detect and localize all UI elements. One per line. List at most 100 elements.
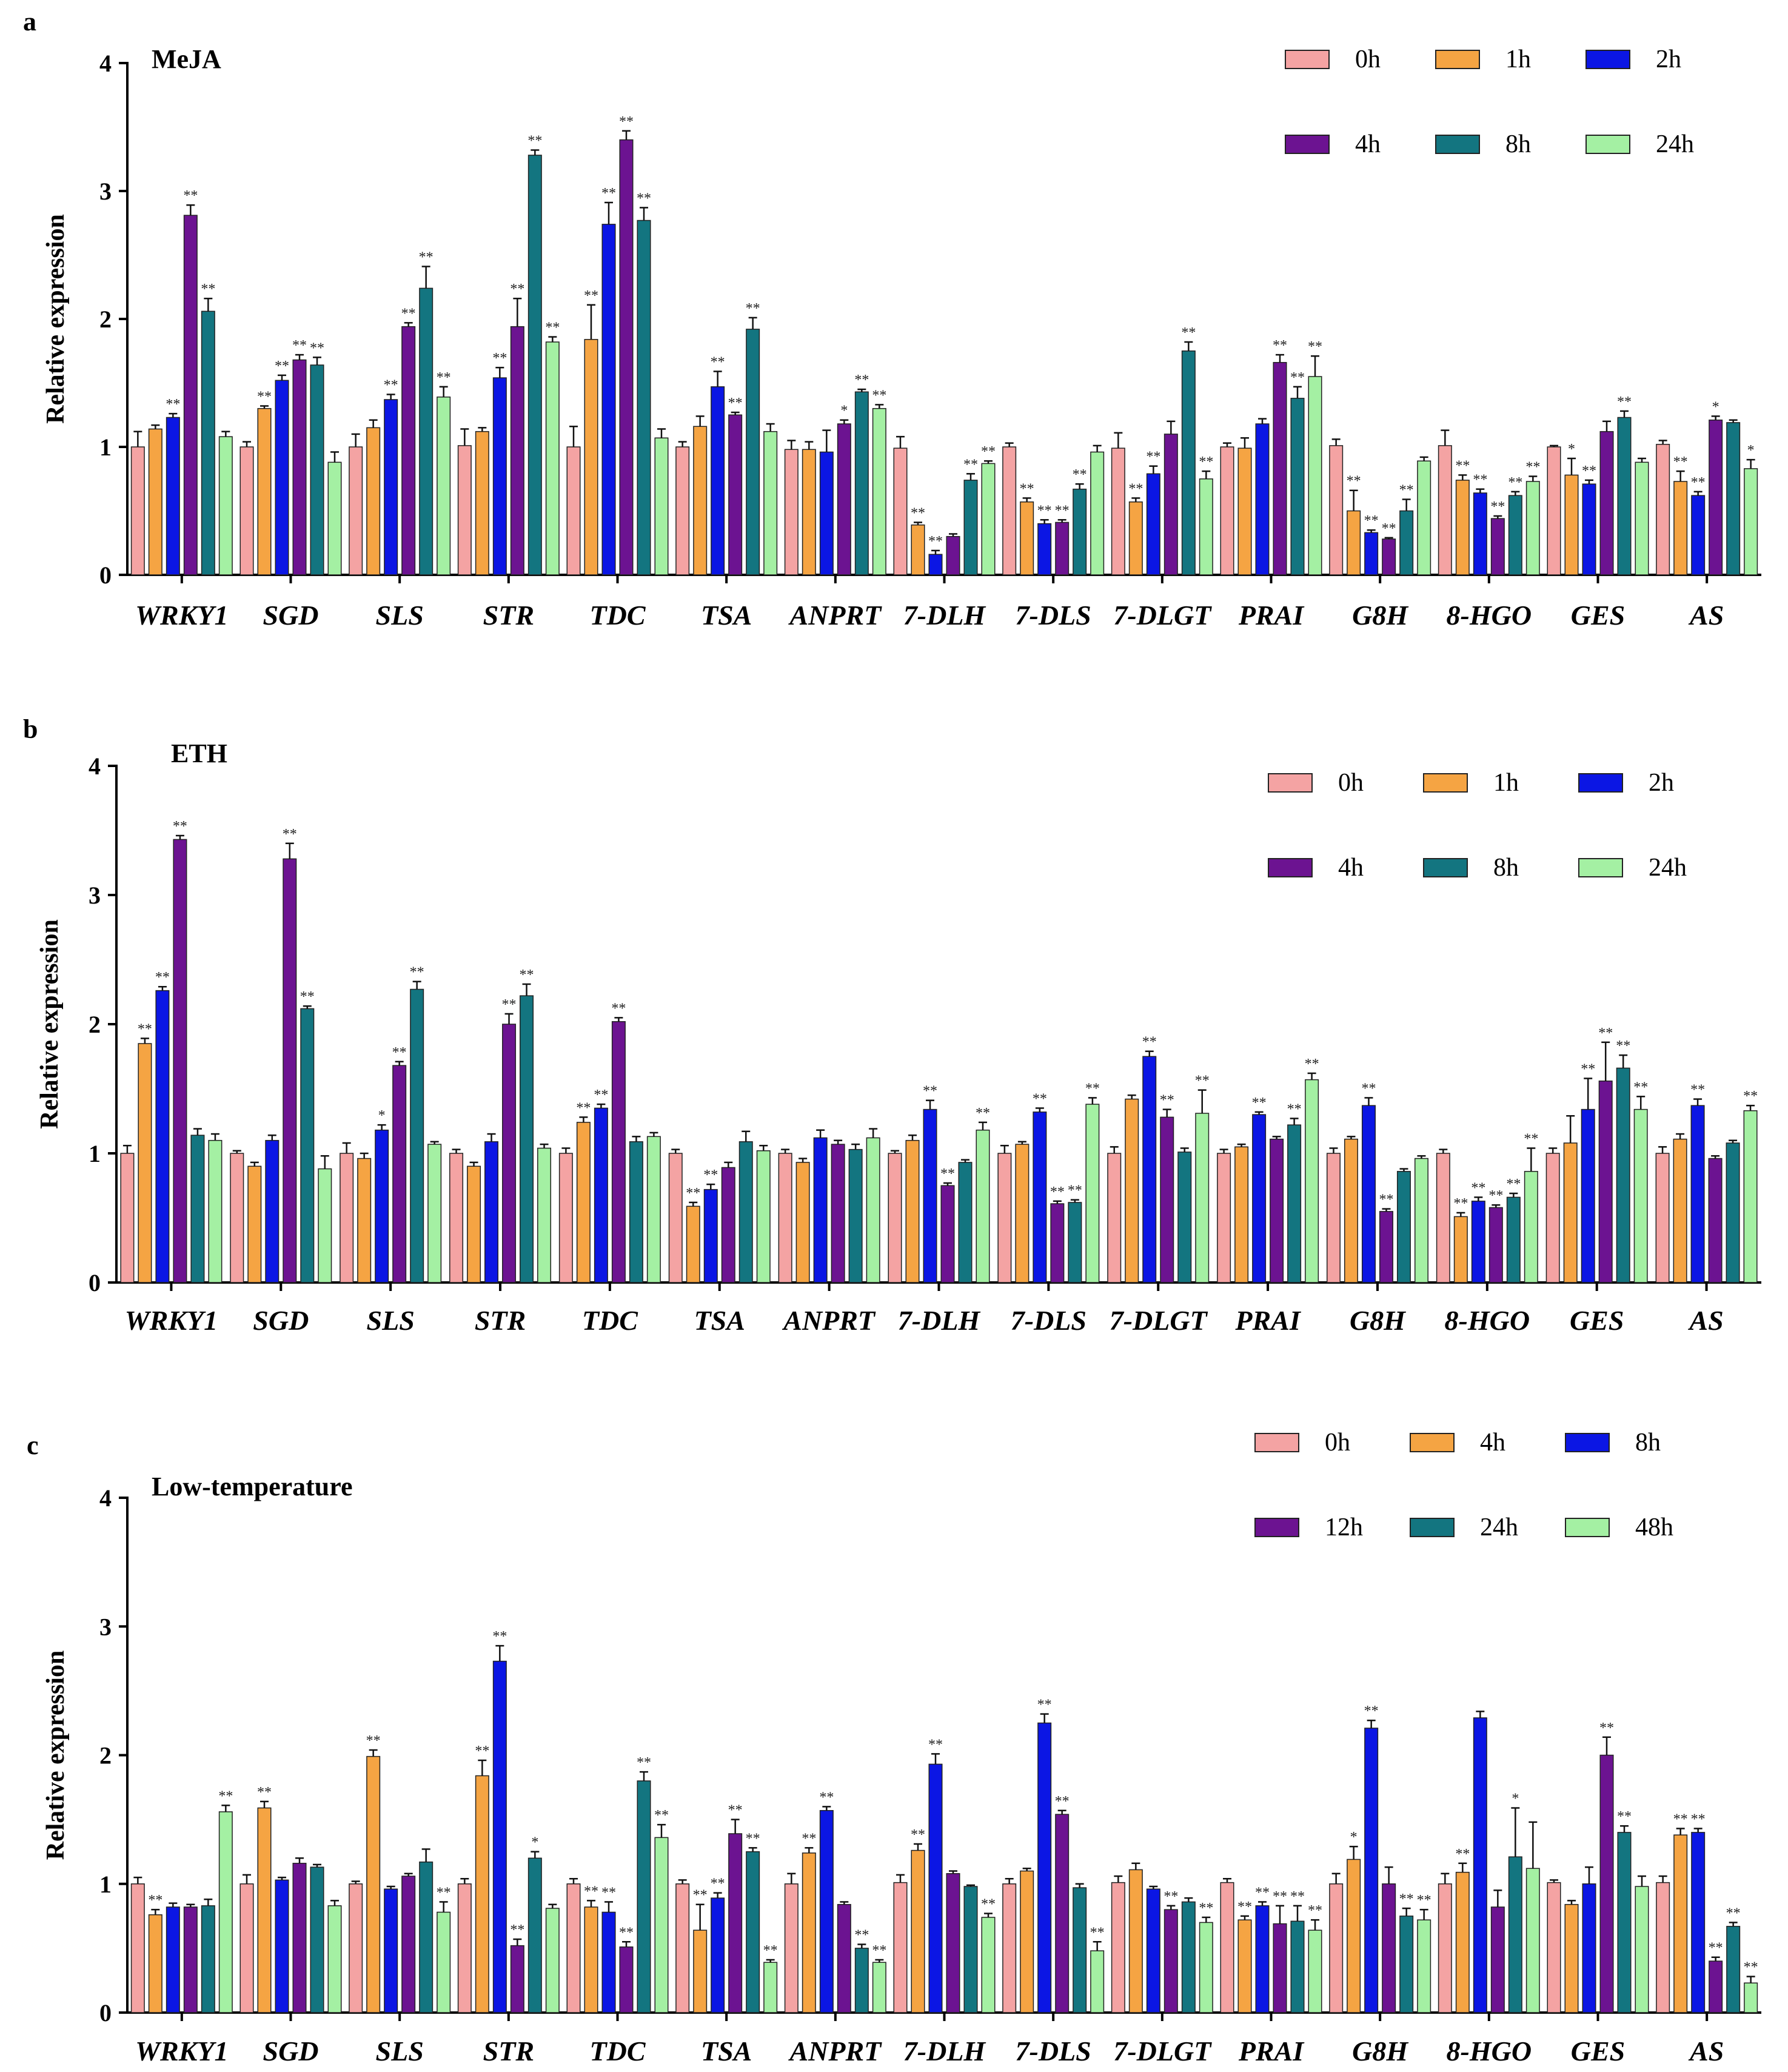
- significance-label: **: [1085, 1081, 1100, 1096]
- significance-label: **: [819, 1789, 834, 1805]
- significance-label: **: [601, 1885, 616, 1900]
- bar-tsa-8h: [738, 1141, 753, 1283]
- significance-label: **: [1473, 472, 1487, 488]
- bar-sls-4h: [392, 1065, 407, 1283]
- bar-7-dlh-24h: [981, 463, 996, 575]
- significance-label: **: [392, 1045, 407, 1061]
- significance-label: **: [693, 1888, 708, 1903]
- significance-label: **: [437, 370, 451, 386]
- x-tick-label-sls: SLS: [367, 1305, 415, 1336]
- bar-tsa-24h: [763, 431, 778, 575]
- x-tick-label-prai: PRAI: [1234, 1305, 1301, 1336]
- legend-label-48h: 48h: [1635, 1514, 1673, 1541]
- bar-wrky1-1h: [148, 428, 162, 575]
- bar-7-dlgt-24h: [1195, 1113, 1210, 1283]
- panel-c: c Low-temperature Relative expression 0 1 2 3 4…: [0, 1419, 1788, 2072]
- bar-7-dlh-0h: [888, 1153, 902, 1283]
- bar-8-hgo-4h: [1490, 518, 1505, 575]
- significance-label: **: [1020, 481, 1034, 497]
- bar-7-dlgt-4h: [1160, 1116, 1174, 1283]
- significance-label: **: [928, 534, 943, 549]
- x-tick-label-7-dlh: 7-DLH: [903, 2036, 986, 2067]
- x-tick-label-7-dls: 7-DLS: [1011, 1305, 1087, 1336]
- legend-swatch-12h: [1254, 1518, 1299, 1537]
- significance-label: **: [1399, 1891, 1414, 1907]
- legend-swatch-0h: [1254, 1433, 1299, 1452]
- bar-ges-24h: [1633, 1108, 1648, 1283]
- bar-7-dlgt-4h: [1164, 434, 1178, 575]
- chart-title: Low-temperature: [152, 1472, 353, 1501]
- bar-str-8h: [492, 1660, 507, 2013]
- bar-ges-48h: [1635, 1886, 1649, 2013]
- bar-7-dls-0h: [1002, 446, 1017, 575]
- bar-7-dlgt-48h: [1199, 1922, 1213, 2013]
- bar-7-dlh-24h: [963, 1886, 978, 2013]
- legend-swatch-4h: [1285, 135, 1330, 154]
- bar-7-dls-2h: [1033, 1111, 1047, 1283]
- x-tick-label-as: AS: [1687, 1305, 1723, 1336]
- significance-label: **: [475, 1743, 489, 1759]
- bar-ges-0h: [1545, 1153, 1560, 1283]
- x-tick-label-7-dls: 7-DLS: [1016, 600, 1091, 631]
- bar-str-4h: [502, 1024, 517, 1283]
- bar-as-4h: [1673, 1834, 1688, 2013]
- panel-label: b: [23, 714, 38, 744]
- bar-sgd-24h: [327, 461, 342, 575]
- bar-tdc-1h: [584, 339, 598, 575]
- significance-label: **: [1691, 475, 1706, 491]
- bar-7-dlgt-0h: [1111, 1882, 1125, 2013]
- significance-label: **: [1033, 1091, 1047, 1107]
- bar-ges-4h: [1598, 1080, 1613, 1283]
- significance-label: **: [584, 288, 598, 304]
- panel-a: a MeJA Relative expression 0 1 2 3 4 WRKY1 ** ** **…: [0, 0, 1788, 655]
- bar-8-hgo-24h: [1525, 481, 1540, 575]
- bar-8-hgo-4h: [1488, 1207, 1503, 1283]
- significance-label: **: [257, 1785, 272, 1800]
- bar-8-hgo-24h: [1524, 1171, 1538, 1283]
- bar-as-2h: [1690, 1105, 1705, 1283]
- significance-label: **: [911, 1827, 925, 1843]
- significance-label: **: [928, 1737, 943, 1752]
- bar-sgd-0h: [230, 1153, 244, 1283]
- bar-8-hgo-0h: [1436, 1153, 1450, 1283]
- bar-wrky1-4h: [183, 215, 198, 575]
- bar-7-dlh-24h: [976, 1129, 990, 1283]
- y-axis-label: Relative expression: [42, 214, 70, 424]
- significance-label: **: [854, 372, 869, 388]
- bar-sls-0h: [349, 446, 363, 575]
- bar-anprt-8h: [848, 1148, 863, 1283]
- significance-label: *: [1568, 441, 1575, 457]
- bar-str-1h: [475, 431, 489, 575]
- bar-ges-2h: [1581, 1108, 1595, 1283]
- significance-label: **: [611, 1001, 626, 1016]
- y-tick-label: 0: [99, 1999, 112, 2027]
- bar-ges-24h: [1635, 461, 1649, 575]
- significance-label: **: [686, 1185, 700, 1201]
- bar-7-dls-48h: [1090, 1950, 1105, 2013]
- y-tick-label: 0: [89, 1269, 101, 1296]
- bar-anprt-48h: [872, 1962, 886, 2013]
- legend-label-24h: 24h: [1656, 130, 1694, 158]
- significance-label: **: [1743, 1088, 1758, 1104]
- bar-prai-4h: [1273, 361, 1287, 575]
- significance-label: **: [1598, 1025, 1613, 1041]
- significance-label: **: [1195, 1073, 1210, 1089]
- bar-wrky1-8h: [190, 1135, 205, 1283]
- significance-label: **: [1164, 1889, 1178, 1905]
- legend-swatch-24h: [1410, 1518, 1455, 1537]
- y-axis-label: Relative expression: [42, 1651, 70, 1860]
- significance-label: **: [492, 1629, 507, 1645]
- bar-as-0h: [1656, 444, 1670, 575]
- x-tick-label-str: STR: [483, 600, 534, 631]
- bar-tdc-2h: [594, 1107, 608, 1283]
- bar-wrky1-12h: [183, 1906, 198, 2013]
- significance-label: **: [492, 350, 507, 366]
- x-tick-label-7-dlh: 7-DLH: [903, 600, 986, 631]
- bar-7-dls-4h: [1050, 1203, 1065, 1283]
- bar-sgd-2h: [265, 1139, 280, 1283]
- bar-tsa-4h: [721, 1167, 735, 1283]
- legend-label-4h: 4h: [1338, 854, 1364, 882]
- significance-label: **: [1490, 499, 1505, 515]
- significance-label: **: [283, 826, 297, 842]
- significance-label: *: [531, 1835, 538, 1851]
